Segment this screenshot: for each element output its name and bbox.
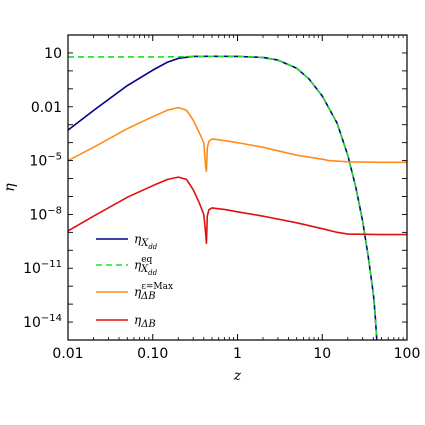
y-tick-label: 10−8 (29, 205, 62, 223)
x-tick-label: 10 (313, 346, 331, 362)
series-line-3 (68, 176, 407, 244)
legend-label: ηε=Max ΔB (134, 282, 173, 302)
series-line-0 (68, 55, 378, 340)
x-tick-label: 1 (233, 346, 242, 362)
tick-layer: 0.01 0.10 1 10 100 10 0.01 10−5 10−8 10−11 10−14 (23, 34, 421, 362)
y-tick-label: 0.01 (31, 100, 62, 116)
series-layer (68, 55, 407, 340)
series-line-1 (68, 55, 378, 340)
x-tick-label: 0.01 (52, 346, 83, 362)
series-line-2 (68, 106, 407, 173)
y-tick-label: 10−11 (23, 259, 62, 277)
y-axis-label: η (2, 183, 18, 192)
legend: ηXdd ηeq Xdd ηε=Max ΔB ηΔB (96, 232, 173, 330)
legend-label: ηeq Xdd (134, 255, 158, 277)
y-tick-label: 10−14 (23, 313, 62, 331)
x-tick-label: 0.10 (137, 346, 168, 362)
legend-label: ηΔB (134, 313, 156, 330)
x-tick-label: 100 (394, 346, 421, 362)
y-tick-label: 10−5 (29, 152, 62, 170)
y-tick-label: 10 (44, 46, 62, 62)
x-axis-label: z (233, 368, 242, 384)
legend-label: ηXdd (134, 232, 158, 251)
